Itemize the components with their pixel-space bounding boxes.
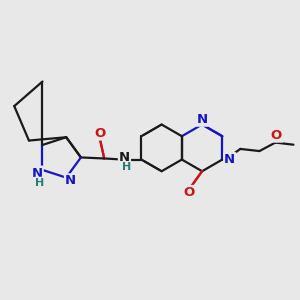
Text: H: H <box>35 178 44 188</box>
Text: O: O <box>271 129 282 142</box>
Text: O: O <box>94 127 106 140</box>
Text: N: N <box>32 167 43 180</box>
Text: H: H <box>122 162 131 172</box>
Text: N: N <box>65 174 76 187</box>
Text: N: N <box>119 151 130 164</box>
Text: O: O <box>184 186 195 199</box>
Text: N: N <box>224 153 235 166</box>
Text: N: N <box>196 113 208 126</box>
